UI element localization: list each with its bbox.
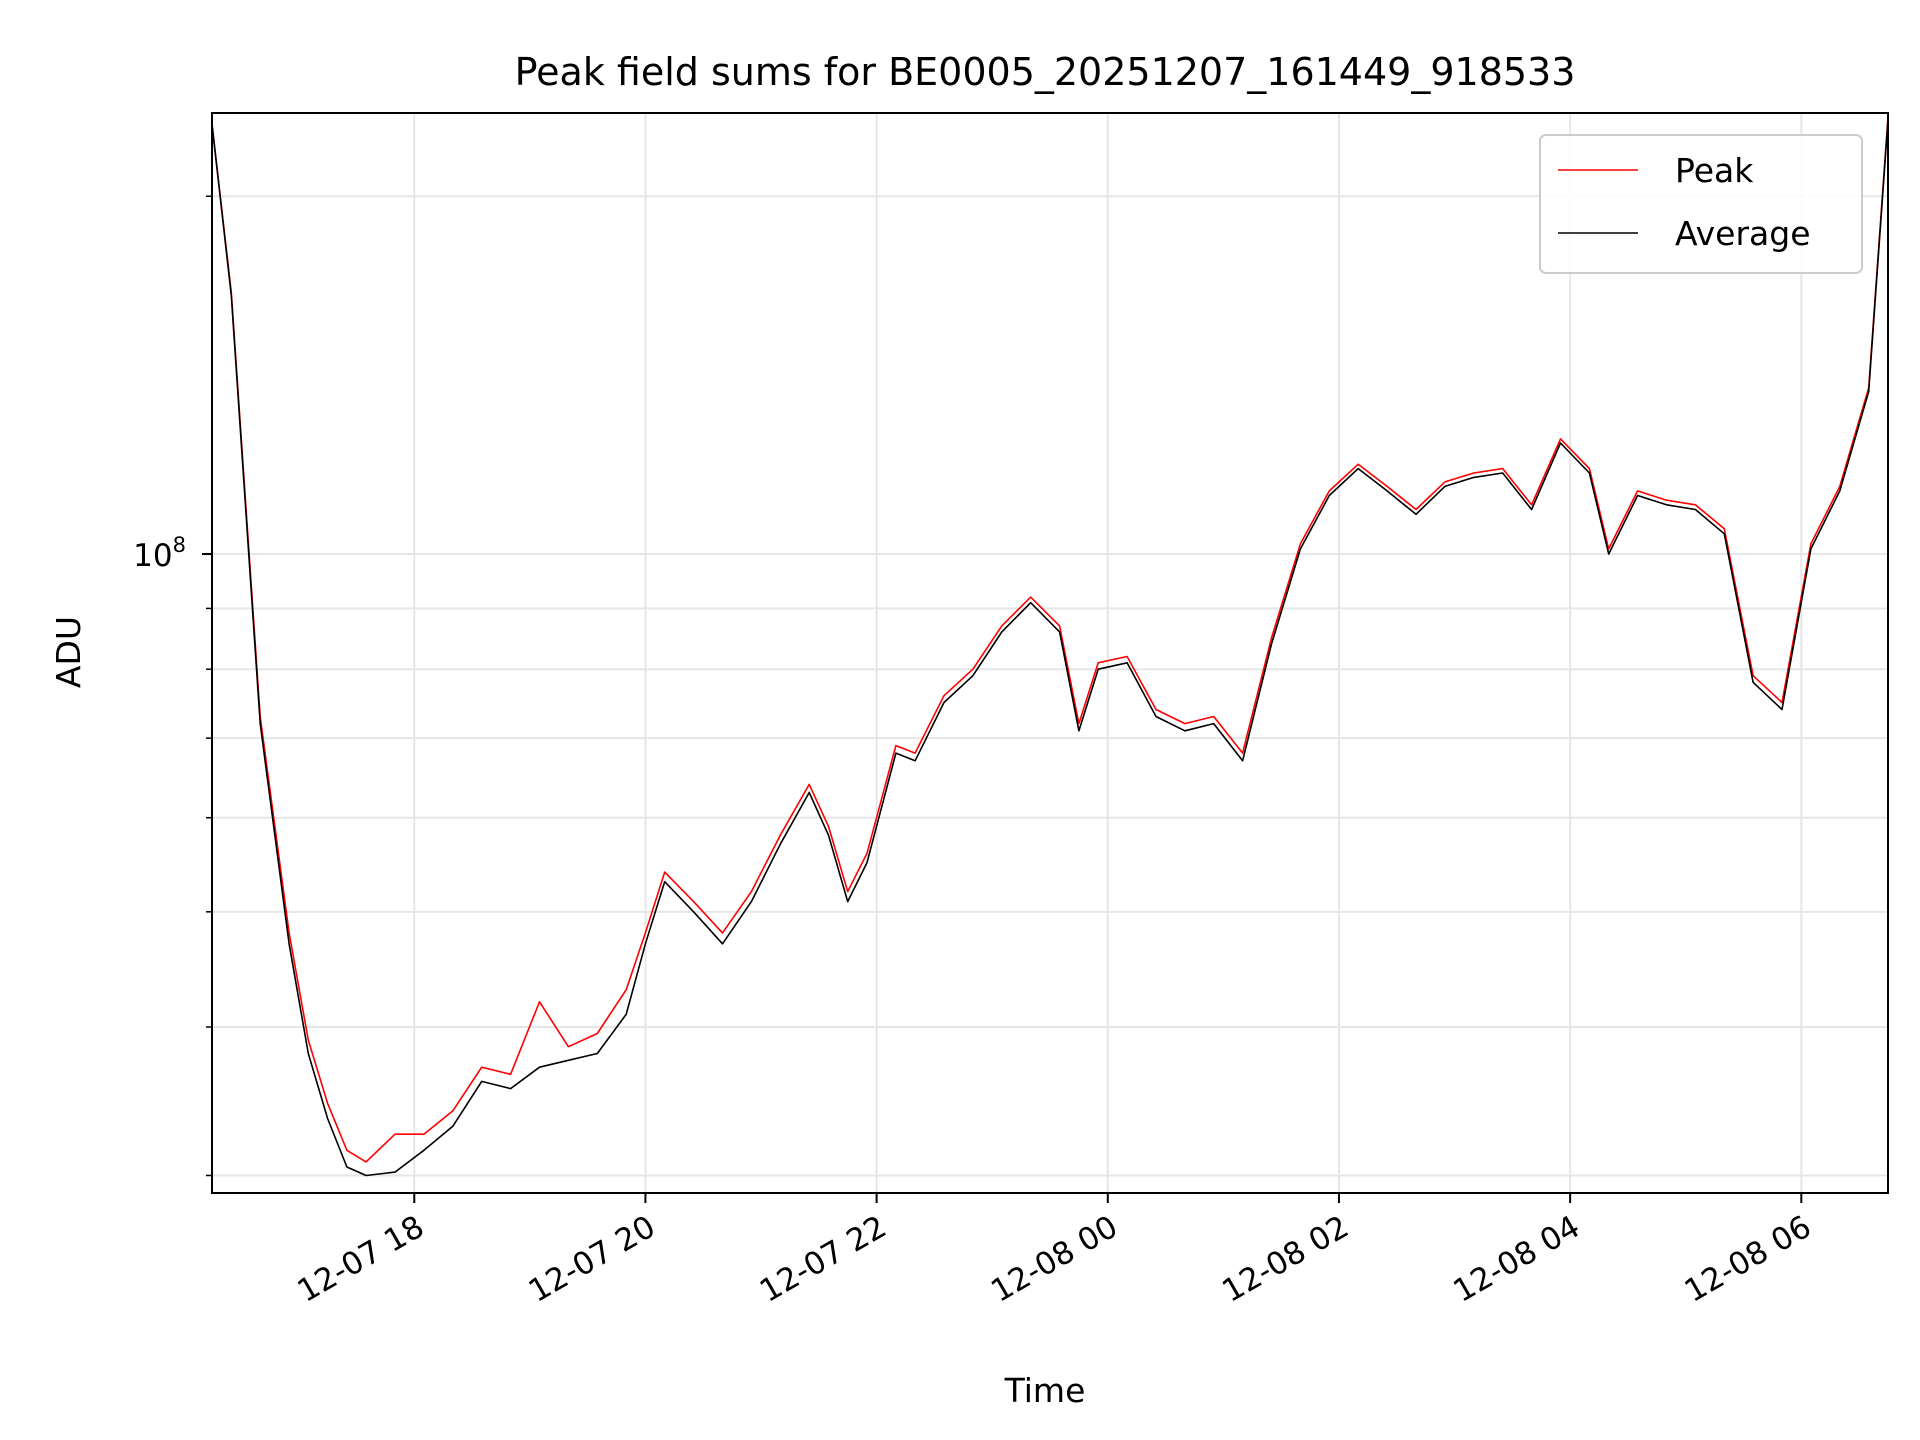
grid [212, 113, 1888, 1193]
series-line-peak [211, 117, 1889, 1163]
legend: Peak Average [1539, 134, 1863, 274]
legend-label-peak: Peak [1675, 151, 1754, 190]
y-tick-label-base: 10 [133, 538, 172, 574]
y-tick-label: 108 [133, 533, 186, 574]
series-line-average [211, 119, 1889, 1177]
x-axis-label: Time [1004, 1371, 1086, 1410]
plot-frame [211, 112, 1889, 1194]
chart-title: Peak field sums for BE0005_20251207_1614… [515, 50, 1576, 94]
y-tick-label-exponent: 8 [173, 533, 186, 557]
plot-series [211, 117, 1889, 1177]
y-axis-label: ADU [49, 616, 88, 688]
legend-label-average: Average [1675, 214, 1811, 253]
